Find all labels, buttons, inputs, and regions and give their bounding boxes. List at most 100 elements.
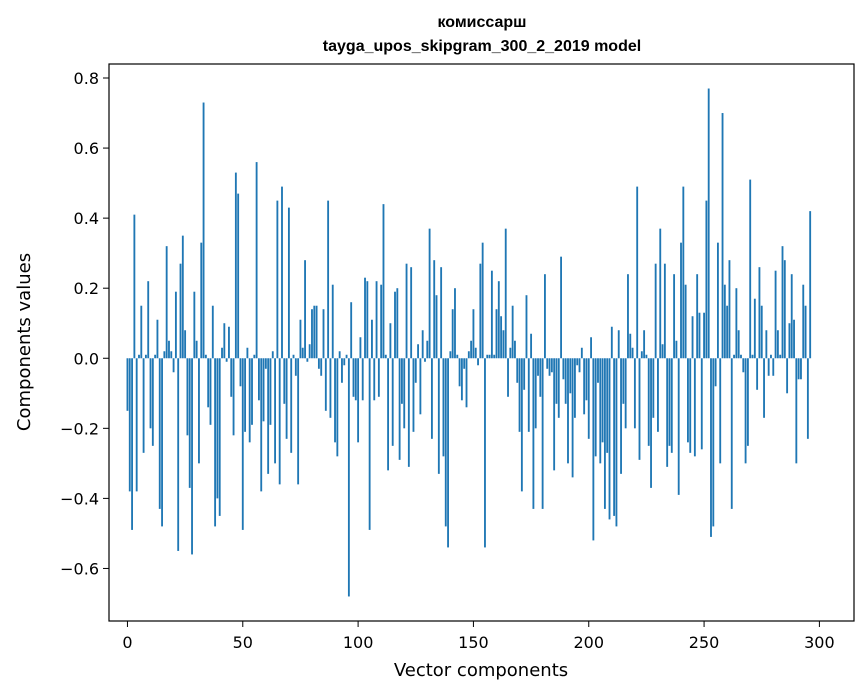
bar-81 — [313, 305, 316, 359]
bar-234 — [666, 358, 669, 467]
bar-136 — [440, 267, 443, 359]
bar-176 — [532, 358, 535, 509]
bar-171 — [520, 358, 523, 492]
bar-225 — [645, 354, 648, 359]
bar-32 — [200, 242, 203, 359]
x-tick-label: 200 — [573, 633, 604, 652]
bar-44 — [228, 326, 230, 359]
bar-21 — [174, 291, 177, 359]
bar-116 — [394, 291, 396, 359]
bar-106 — [371, 319, 373, 359]
bar-30 — [195, 340, 198, 359]
bar-119 — [401, 358, 403, 404]
bar-14 — [158, 358, 161, 509]
bar-239 — [677, 358, 680, 495]
bar-228 — [652, 358, 655, 418]
bar-215 — [622, 358, 625, 404]
bar-90 — [334, 358, 336, 443]
bar-231 — [659, 228, 662, 359]
bar-173 — [525, 295, 528, 359]
bar-221 — [636, 186, 639, 359]
bar-220 — [633, 358, 636, 429]
bar-101 — [359, 337, 362, 359]
bar-144 — [458, 358, 461, 387]
bar-128 — [421, 330, 424, 359]
bar-64 — [274, 358, 276, 464]
bar-160 — [495, 309, 498, 359]
bar-100 — [357, 358, 360, 443]
bar-39 — [216, 358, 219, 499]
bar-108 — [375, 281, 378, 359]
bar-290 — [795, 358, 798, 464]
bar-122 — [407, 358, 410, 467]
bar-132 — [430, 358, 433, 439]
bar-67 — [281, 186, 283, 359]
bar-109 — [377, 358, 380, 397]
bar-111 — [382, 204, 385, 359]
bar-237 — [673, 274, 676, 359]
bar-181 — [544, 274, 546, 359]
bar-268 — [744, 358, 747, 464]
bar-156 — [486, 354, 489, 359]
x-tick-label: 150 — [458, 633, 489, 652]
bar-7 — [142, 358, 145, 453]
bar-266 — [740, 354, 742, 359]
bar-296 — [809, 211, 812, 359]
bar-120 — [403, 358, 406, 429]
bar-203 — [594, 358, 597, 457]
bar-207 — [603, 358, 606, 509]
bar-29 — [193, 291, 196, 359]
bar-205 — [599, 358, 602, 464]
bar-168 — [514, 340, 516, 359]
bar-286 — [786, 358, 789, 394]
bar-169 — [516, 358, 519, 383]
bar-278 — [767, 358, 770, 376]
bar-249 — [700, 358, 703, 450]
bar-162 — [500, 316, 503, 359]
bar-147 — [465, 358, 468, 408]
bar-99 — [354, 358, 357, 401]
bar-10 — [149, 358, 152, 429]
bar-110 — [380, 284, 383, 359]
bar-187 — [557, 358, 560, 418]
bar-157 — [488, 354, 491, 359]
bar-105 — [368, 358, 371, 530]
bar-42 — [223, 323, 226, 359]
bar-258 — [721, 113, 724, 359]
bar-91 — [336, 358, 339, 457]
bar-80 — [311, 309, 313, 359]
bar-197 — [580, 347, 583, 359]
bar-294 — [804, 305, 807, 359]
bar-232 — [661, 344, 664, 359]
bar-52 — [246, 347, 249, 359]
bar-189 — [562, 358, 565, 380]
bar-97 — [350, 302, 353, 359]
bar-58 — [260, 358, 263, 492]
y-tick-label: 0.4 — [74, 209, 99, 228]
bar-200 — [587, 358, 590, 439]
bar-25 — [184, 330, 187, 359]
y-tick-label: −0.2 — [60, 419, 99, 438]
bar-131 — [428, 228, 431, 359]
bar-76 — [301, 347, 304, 359]
bar-140 — [449, 351, 452, 359]
bar-240 — [680, 242, 682, 359]
bar-244 — [689, 358, 692, 453]
x-tick-label: 100 — [343, 633, 374, 652]
y-tick-label: 0.2 — [74, 279, 99, 298]
bar-227 — [650, 358, 652, 488]
bar-149 — [470, 340, 473, 359]
bar-19 — [170, 351, 173, 359]
bar-26 — [186, 358, 189, 436]
bar-242 — [684, 284, 687, 359]
bar-71 — [290, 358, 293, 453]
bar-86 — [324, 358, 327, 411]
bar-98 — [352, 358, 355, 397]
bar-206 — [601, 358, 604, 443]
bar-178 — [537, 358, 539, 376]
bar-93 — [341, 358, 343, 383]
bar-159 — [493, 354, 496, 359]
bar-208 — [606, 358, 609, 453]
bar-66 — [278, 358, 281, 485]
bar-260 — [726, 305, 729, 359]
